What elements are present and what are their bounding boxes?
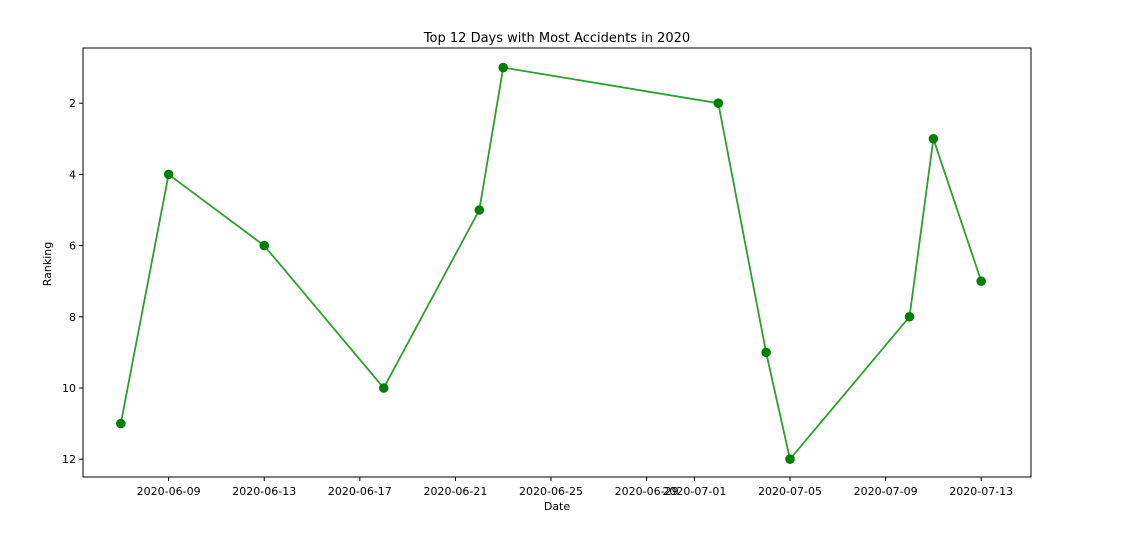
data-point (259, 240, 270, 251)
data-point (904, 311, 915, 322)
plot-frame (82, 47, 1032, 478)
x-tick-label: 2020-07-13 (949, 485, 1013, 498)
y-axis-label: Ranking (41, 242, 54, 287)
x-tick-label: 2020-06-29 (615, 485, 679, 498)
x-tick-label: 2020-06-17 (328, 485, 392, 498)
x-tick-label: 2020-07-09 (854, 485, 918, 498)
data-point (761, 347, 771, 358)
data-point (785, 454, 795, 464)
x-tick-label: 2020-06-25 (519, 485, 583, 498)
data-point (498, 62, 509, 73)
y-tick-label: 8 (69, 311, 76, 324)
y-tick-label: 12 (62, 453, 76, 466)
data-point (474, 205, 485, 215)
x-axis-label: Date (544, 500, 571, 513)
data-point (116, 418, 126, 429)
y-tick-label: 10 (62, 382, 76, 395)
chart-title: Top 12 Days with Most Accidents in 2020 (423, 31, 690, 46)
x-tick-label: 2020-06-09 (137, 485, 201, 498)
y-tick-label: 2 (69, 97, 76, 110)
x-tick-label: 2020-06-21 (423, 485, 487, 498)
y-tick-label: 6 (69, 240, 76, 253)
x-tick-label: 2020-07-05 (758, 485, 822, 498)
data-point (378, 383, 389, 393)
data-point (976, 276, 987, 286)
x-tick-label: 2020-06-13 (232, 485, 296, 498)
data-point (163, 169, 174, 180)
y-tick-label: 4 (69, 168, 76, 181)
series-line (119, 66, 983, 462)
plot-area: 2020-06-09 2020-06-13 2020-06-17 2020-06-21… (62, 47, 1032, 498)
data-point (713, 98, 724, 108)
data-point (928, 133, 939, 144)
x-tick-label: 2020-07-01 (662, 485, 726, 498)
